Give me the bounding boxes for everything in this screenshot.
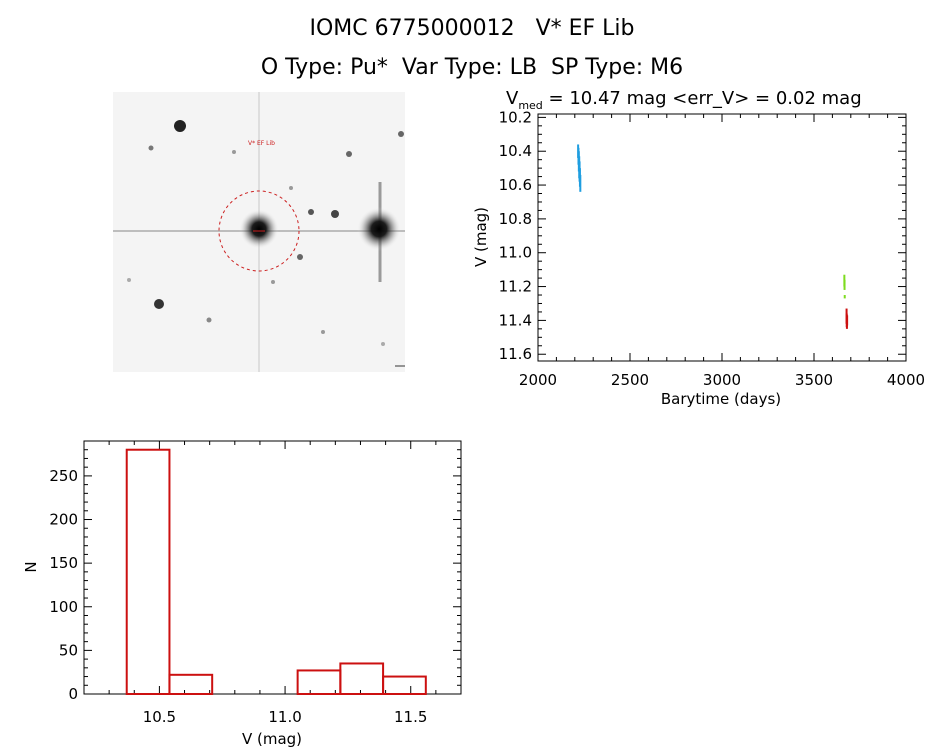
lc-ytick-label: 10.4: [499, 142, 532, 160]
figure-subtitle: O Type: Pu* Var Type: LB SP Type: M6: [260, 55, 684, 80]
light-curve-chart: Vmed = 10.47 mag <err_V> = 0.02 mag 2000…: [472, 88, 925, 408]
lc-ytick-label: 11.2: [499, 278, 532, 296]
hist-ytick-label: 0: [68, 685, 78, 703]
lc-xlabel: Barytime (days): [661, 390, 781, 408]
hist-bar: [296, 669, 342, 695]
hist-xtick-label: 11.0: [268, 708, 301, 726]
hist-ylabel: N: [22, 561, 40, 572]
lc-xtick-label: 2500: [611, 371, 649, 389]
lc-title-v: V: [506, 88, 519, 109]
hist-bar: [339, 662, 385, 695]
hist-bar: [382, 675, 427, 695]
lc-xtick-label: 3500: [795, 371, 833, 389]
hist-xtick-label: 10.5: [143, 708, 176, 726]
lc-ytick-label: 11.4: [499, 311, 532, 329]
hist-ytick-label: 100: [49, 598, 78, 616]
lc-xtick-label: 3000: [703, 371, 741, 389]
lc-title: Vmed = 10.47 mag <err_V> = 0.02 mag: [506, 88, 862, 112]
lc-title-sub: med: [518, 99, 542, 112]
hist-bar: [168, 673, 214, 695]
hist-frame: [83, 440, 462, 695]
hist-ytick-label: 150: [49, 554, 78, 572]
lc-title-rest: = 10.47 mag <err_V> = 0.02 mag: [543, 88, 862, 109]
target-label: V* EF Lib: [248, 140, 275, 147]
lc-ytick-label: 10.2: [499, 108, 532, 126]
figure-title: IOMC 6775000012 V* EF Lib: [309, 16, 635, 41]
hist-xtick-label: 11.5: [394, 708, 427, 726]
lc-ytick-label: 10.8: [499, 210, 532, 228]
lc-ytick-label: 11.6: [499, 345, 532, 363]
lc-xtick-label: 4000: [887, 371, 925, 389]
lc-ytick-label: 11.0: [499, 244, 532, 262]
hist-bar: [125, 448, 171, 696]
lc-xtick-label: 2000: [519, 371, 557, 389]
lc-ytick-label: 10.6: [499, 176, 532, 194]
hist-ytick-label: 200: [49, 511, 78, 529]
lc-ylabel: V (mag): [472, 207, 490, 267]
sky-image: V* EF Lib: [113, 92, 405, 372]
hist-xlabel: V (mag): [242, 730, 302, 747]
hist-ytick-label: 50: [59, 641, 78, 659]
hist-ytick-label: 250: [49, 467, 78, 485]
